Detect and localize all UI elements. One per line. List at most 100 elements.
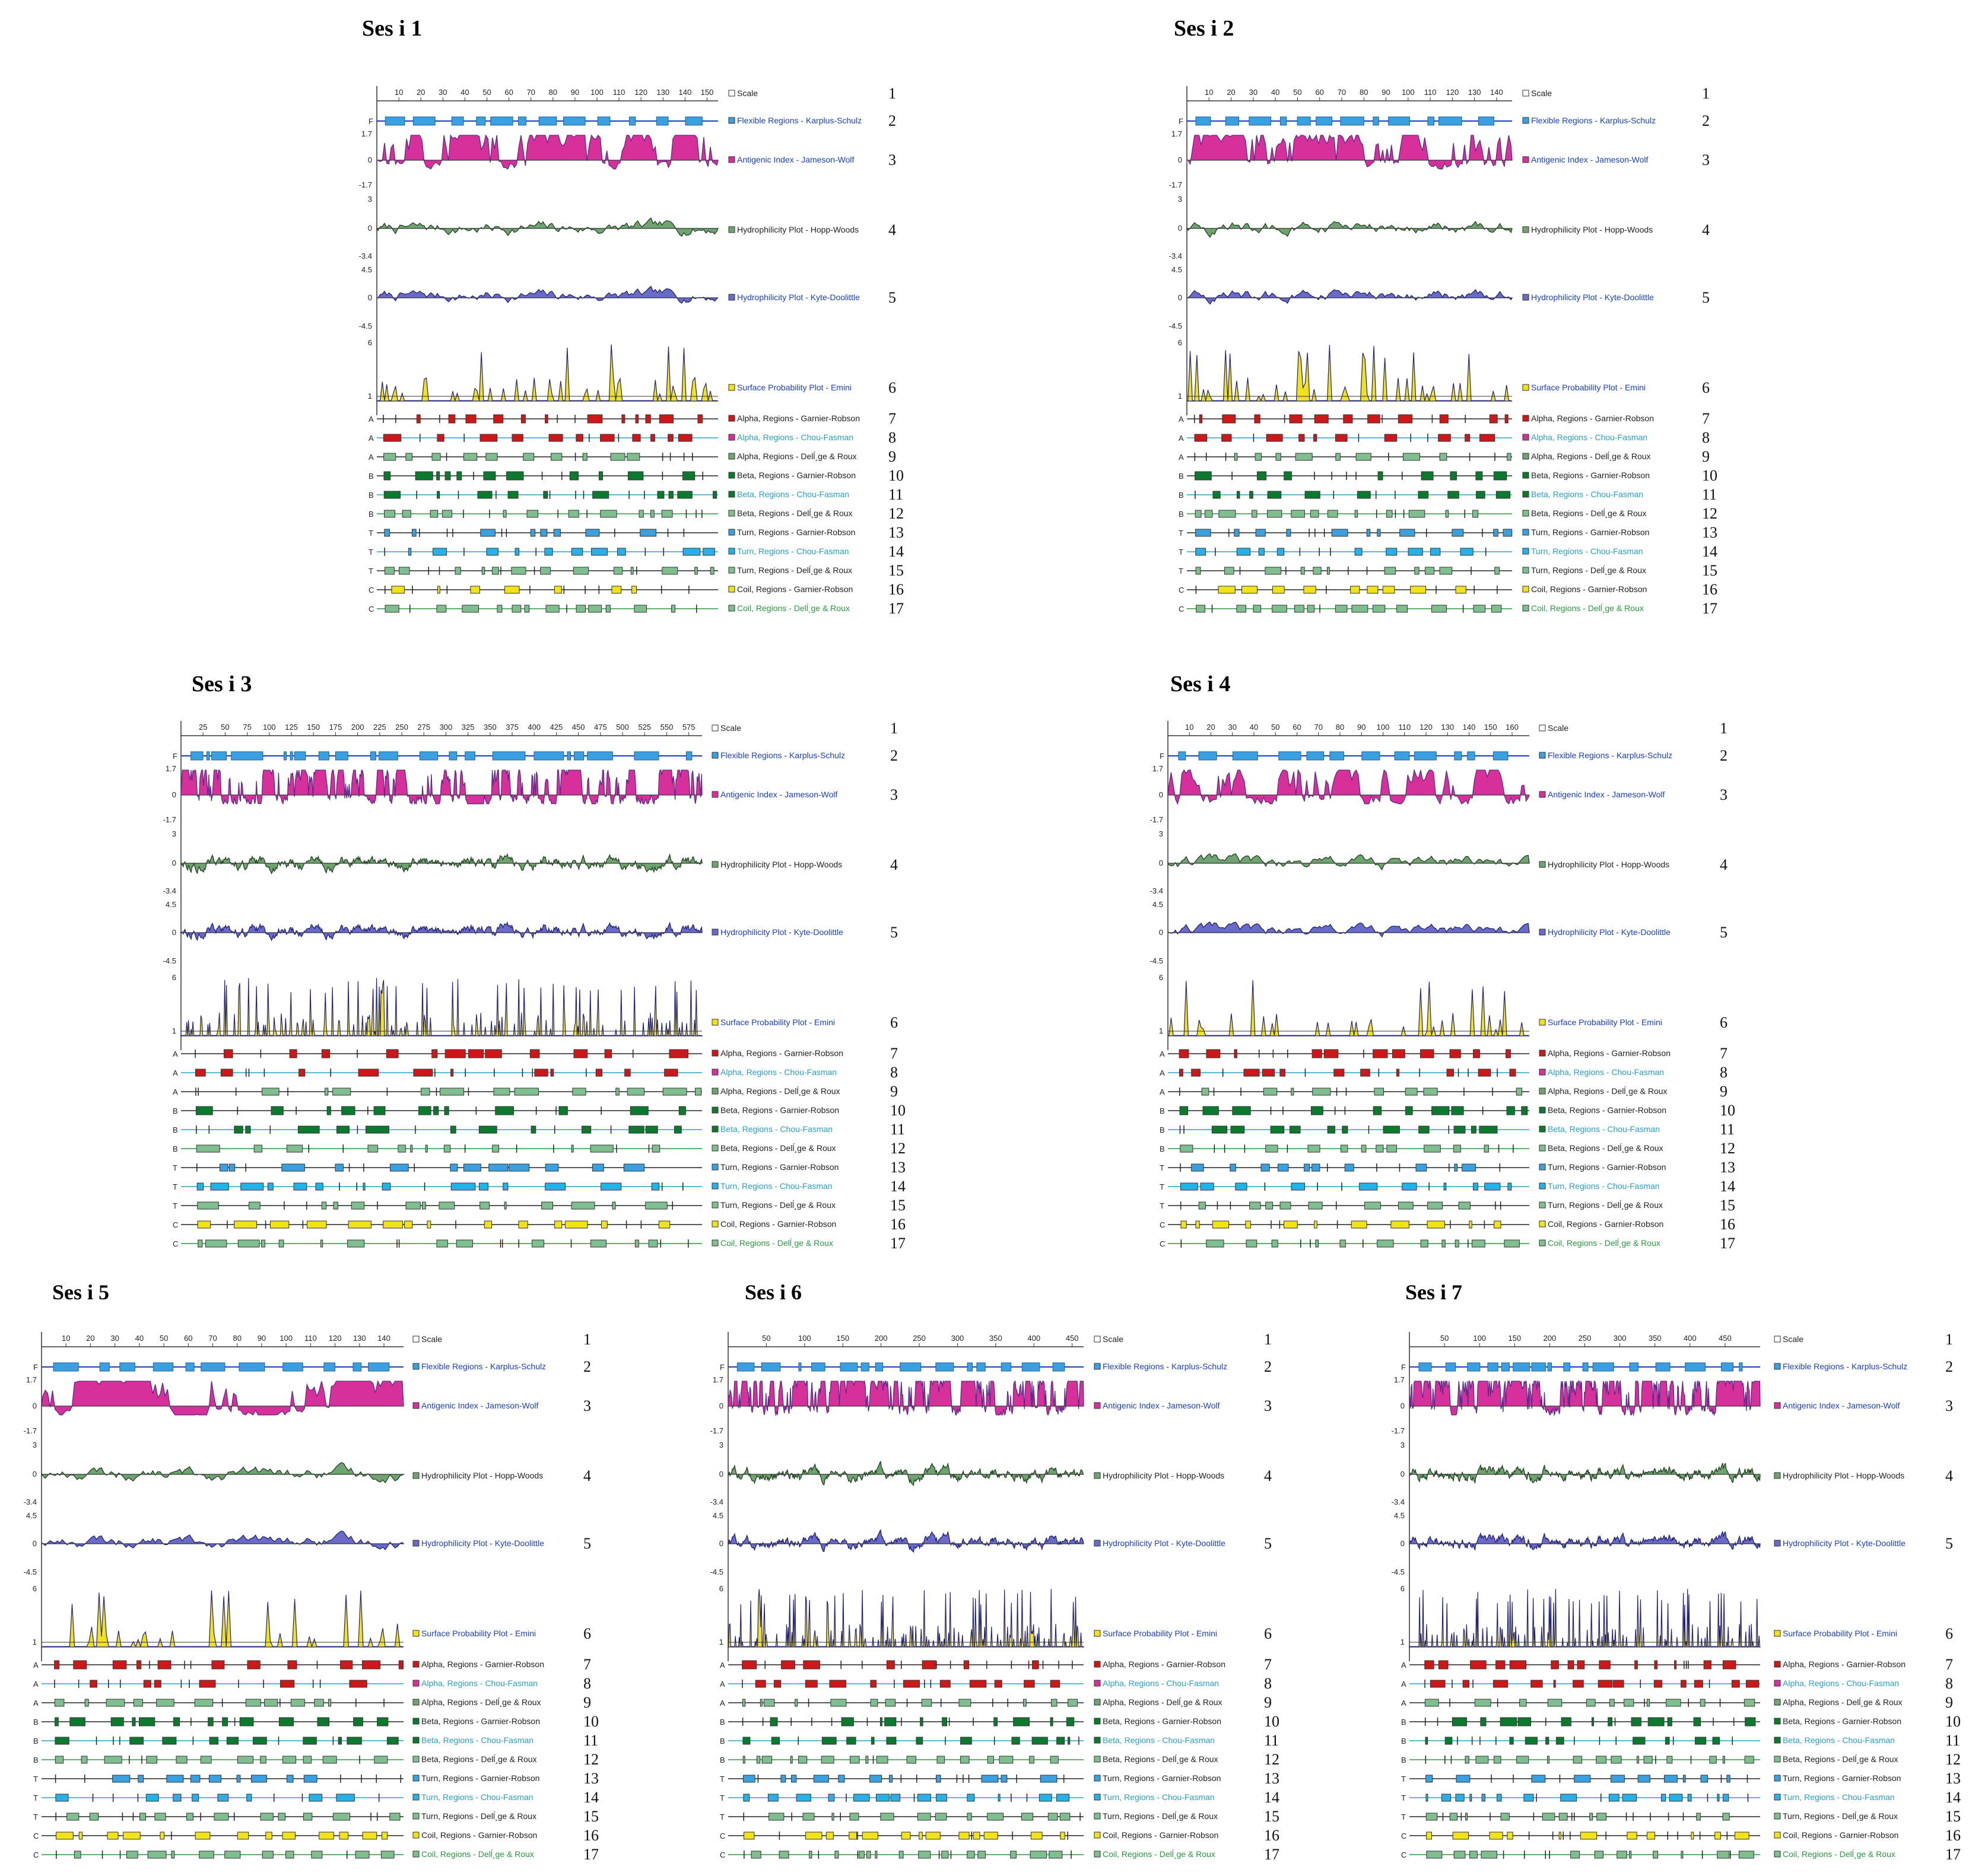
region-block	[267, 1182, 274, 1191]
row-number: 14	[890, 1178, 906, 1195]
legend-swatch	[712, 724, 719, 732]
region-block	[1367, 414, 1380, 424]
row-number: 8	[890, 1064, 898, 1081]
region-block	[1351, 605, 1368, 613]
region-block	[1284, 471, 1292, 481]
region-block	[56, 1832, 74, 1840]
row-number: 9	[1945, 1694, 1953, 1711]
region-block	[391, 586, 405, 594]
tick-label: 200	[351, 723, 364, 732]
flex-region	[290, 751, 293, 761]
region-block	[383, 434, 402, 442]
region-block	[614, 567, 623, 575]
row-number: 6	[888, 379, 896, 396]
region-block	[1469, 1794, 1472, 1802]
legend-label: Alpha, Regions - Garnier-Robson	[421, 1659, 544, 1669]
region-block	[1350, 586, 1360, 594]
region-block	[450, 1069, 454, 1077]
row-letter: C	[369, 605, 374, 613]
region-block	[247, 1660, 261, 1670]
row-letter: F	[1160, 752, 1164, 761]
region-block	[200, 1756, 212, 1764]
row-number: 9	[890, 1083, 898, 1100]
row-number: 2	[890, 747, 898, 764]
row-letter: T	[173, 1163, 177, 1172]
flex-region	[284, 751, 287, 761]
y-axis-label: 1.7	[1171, 129, 1182, 138]
region-block	[1423, 1088, 1438, 1096]
row-number: 4	[1264, 1467, 1272, 1484]
row-number: 6	[890, 1014, 898, 1031]
tick-label: 130	[1441, 723, 1454, 732]
region-block	[545, 605, 560, 613]
region-block	[1473, 605, 1486, 613]
tick-label: 130	[656, 88, 669, 97]
y-axis-label: -1.7	[359, 180, 372, 189]
region-block	[405, 1201, 421, 1210]
row-number: 5	[583, 1535, 591, 1552]
region-block	[1425, 1794, 1428, 1802]
kyte-doolittle-plot	[727, 1529, 1084, 1553]
legend-label: Beta, Regions - Garnier-Robson	[1783, 1716, 1901, 1726]
legend-label: Surface Probability Plot - Emini	[737, 383, 852, 392]
tick-label: 150	[307, 723, 320, 732]
region-block	[208, 1775, 222, 1783]
region-block	[132, 1717, 136, 1726]
legend-label: Alpha, Regions - Garnier-Robson	[720, 1048, 843, 1058]
region-block	[493, 414, 504, 424]
region-block	[362, 1832, 377, 1840]
region-block	[634, 605, 647, 613]
region-block	[1276, 548, 1285, 556]
row-letter: B	[1160, 1106, 1165, 1115]
kyte-doolittle-plot	[1186, 289, 1513, 305]
flex-region	[736, 1362, 755, 1372]
legend-swatch	[1774, 1336, 1781, 1343]
region-block	[1235, 1182, 1247, 1191]
region-block	[1068, 1699, 1078, 1707]
region-block	[199, 1850, 214, 1859]
row-number: 11	[1702, 486, 1717, 503]
y-axis-label: 3	[1159, 829, 1163, 838]
row-letter: A	[720, 1661, 725, 1670]
region-block	[780, 1775, 786, 1783]
region-block	[1335, 605, 1348, 613]
row-number: 16	[583, 1827, 599, 1844]
region-block	[1500, 1717, 1517, 1726]
legend-swatch	[1774, 1850, 1781, 1858]
region-block	[237, 1239, 260, 1248]
region-block	[935, 1813, 947, 1821]
tick-label: 160	[1506, 723, 1519, 732]
region-block	[1573, 1756, 1582, 1764]
region-block	[1473, 1182, 1478, 1191]
region-block	[744, 1832, 755, 1840]
legend-label: Surface Probability Plot - Emini	[421, 1629, 536, 1638]
legend-swatch	[412, 1756, 420, 1763]
region-block	[222, 1717, 228, 1726]
row-letter: C	[173, 1220, 178, 1229]
region-block	[1723, 1794, 1729, 1802]
legend-label: Scale	[720, 723, 741, 733]
legend-label: Scale	[421, 1334, 442, 1344]
tick-label: 70	[1338, 88, 1346, 97]
tick-label: 10	[1185, 723, 1193, 732]
region-block	[1654, 1660, 1658, 1670]
region-block	[1294, 605, 1304, 613]
flex-region	[353, 1362, 362, 1372]
kyte-doolittle-plot	[376, 285, 719, 304]
row-letter: C	[1179, 605, 1184, 613]
region-block	[1398, 1201, 1414, 1210]
legend-swatch	[712, 791, 719, 798]
row-letter: A	[173, 1050, 178, 1058]
legend-swatch	[712, 1019, 719, 1026]
tick-label: 20	[417, 88, 425, 97]
legend-label: Turn, Regions - Delĺ¸ge & Roux	[1103, 1811, 1218, 1821]
hopp-woods-plot	[376, 217, 719, 237]
legend-label: Coil, Regions - Garnier-Robson	[1531, 584, 1647, 594]
tick-label: 150	[701, 88, 714, 97]
region-block	[1279, 1201, 1291, 1210]
flex-region	[1629, 1362, 1638, 1372]
region-block	[484, 1220, 493, 1229]
region-block	[939, 1680, 951, 1688]
region-block	[1066, 1717, 1075, 1726]
region-block	[485, 453, 498, 461]
